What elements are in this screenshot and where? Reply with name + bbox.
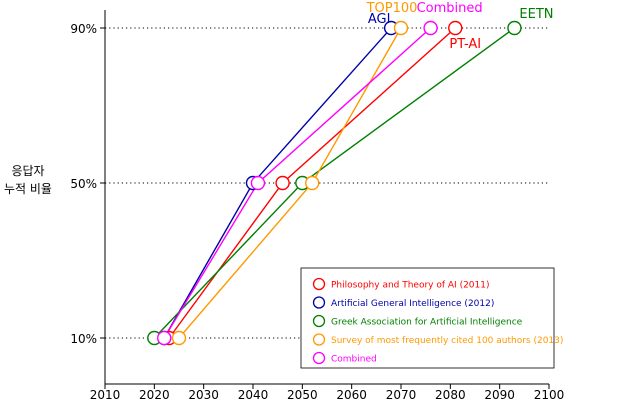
y-ticks: 10% 50% 90% (70, 22, 105, 346)
x-tick-label: 2060 (336, 388, 367, 402)
legend-entry: Survey of most frequently cited 100 auth… (331, 336, 563, 346)
x-tick-label: 2100 (534, 388, 565, 402)
x-tick-label: 2090 (484, 388, 515, 402)
x-tick-label: 2010 (90, 388, 121, 402)
y-tick-label: 90% (70, 22, 97, 36)
data-point (156, 330, 172, 346)
legend: Philosophy and Theory of AI (2011) Artifi… (300, 267, 563, 369)
x-ticks: 2010 2020 2030 2040 2050 2060 2070 2080 2090 2100 (90, 384, 565, 402)
series-end-label: AGI (368, 12, 391, 27)
x-tick-label: 2040 (238, 388, 269, 402)
legend-box (300, 267, 555, 369)
series-end-label: Combined (417, 1, 483, 16)
y-tick-label: 10% (70, 332, 97, 346)
series (147, 20, 522, 346)
series-end-label: EETN (519, 7, 553, 22)
legend-entry: Greek Association for Artificial Intelli… (331, 318, 523, 328)
legend-marker (312, 333, 326, 346)
data-point (423, 20, 438, 36)
legend-marker (312, 351, 326, 365)
series-end-label: PT-AI (449, 37, 481, 52)
x-tick-label: 2070 (386, 388, 417, 402)
y-tick-label: 50% (70, 177, 97, 191)
data-point (305, 175, 320, 191)
legend-entry: Combined (331, 355, 377, 365)
x-tick-label: 2030 (188, 388, 219, 402)
y-axis-label-line-2: 누적 비율 (4, 182, 52, 196)
data-point (507, 20, 522, 36)
legend-marker (312, 277, 326, 291)
y-axis-label-line-1: 응답자 (11, 164, 44, 178)
series-end-label: TOP100 (366, 1, 418, 16)
data-point (171, 330, 187, 346)
legend-entry: Philosophy and Theory of AI (2011) (331, 281, 490, 291)
x-tick-label: 2050 (287, 388, 318, 402)
data-point (393, 20, 409, 36)
series-labels: PT-AI AGI EETN TOP100 Combined (366, 1, 554, 52)
data-point (275, 175, 290, 191)
data-point (250, 175, 266, 191)
legend-marker (312, 314, 326, 328)
data-point (448, 20, 463, 36)
x-tick-label: 2080 (435, 388, 466, 402)
legend-entry: Artificial General Intelligence (2012) (331, 299, 494, 309)
legend-marker (312, 296, 326, 309)
x-tick-label: 2020 (139, 388, 170, 402)
